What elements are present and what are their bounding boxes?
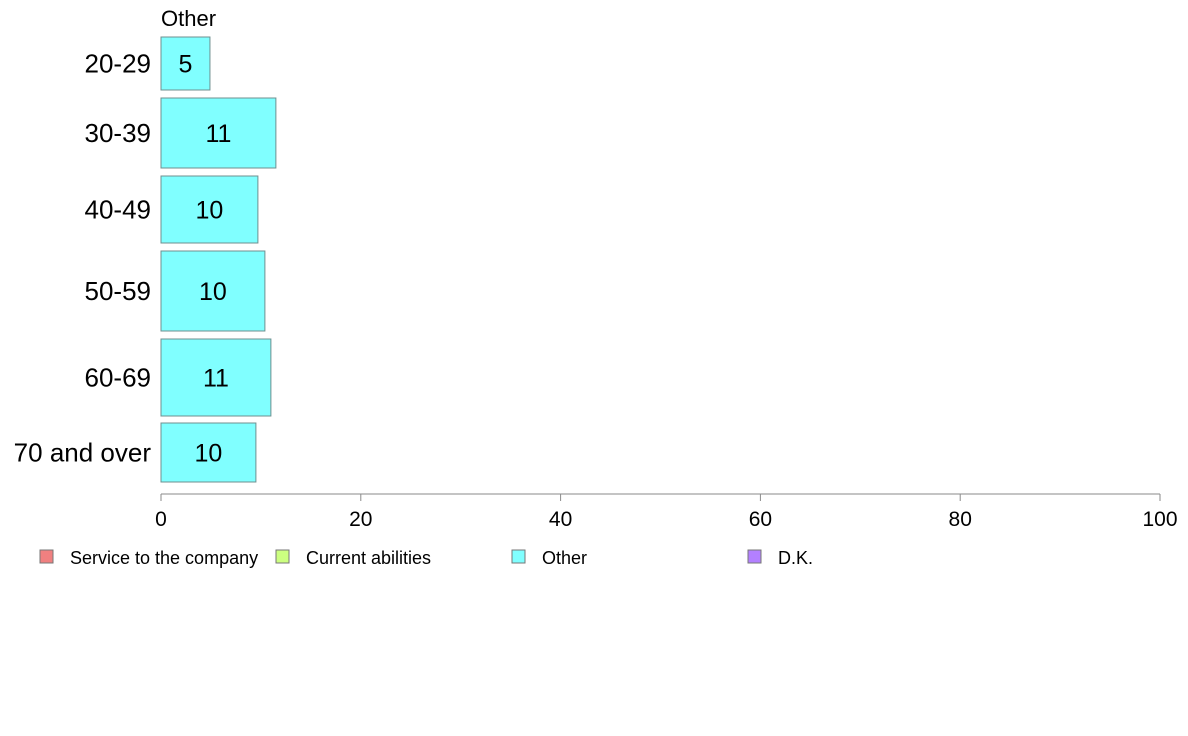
x-tick-label: 20 [349, 508, 372, 531]
panel-title: Other [161, 6, 216, 31]
category-label: 60-69 [85, 363, 152, 393]
x-axis: 0 20 40 60 80 100 [155, 493, 1178, 531]
bars [160, 36, 277, 483]
bar [160, 36, 211, 91]
legend-swatch [39, 549, 54, 564]
legend-swatch [275, 549, 290, 564]
category-label: 50-59 [85, 276, 152, 306]
bar [160, 250, 266, 332]
legend-label: Other [542, 548, 587, 568]
bar [160, 338, 272, 417]
legend-label: Service to the company [70, 548, 258, 568]
bar [160, 175, 259, 244]
legend: Service to the company Current abilities O… [39, 548, 813, 568]
bar-value-label: 10 [195, 440, 223, 468]
bar [160, 97, 277, 169]
legend-swatch [747, 549, 762, 564]
legend-swatch [511, 549, 526, 564]
x-tick-label: 100 [1142, 508, 1177, 531]
category-label: 70 and over [14, 438, 152, 468]
category-labels: 20-29 30-39 40-49 50-59 60-69 70 and over [14, 49, 152, 468]
x-tick-label: 80 [949, 508, 972, 531]
bar-value-label: 5 [179, 51, 193, 79]
category-label: 40-49 [85, 195, 152, 225]
category-label: 20-29 [85, 49, 152, 79]
x-tick-label: 40 [549, 508, 572, 531]
category-label: 30-39 [85, 118, 152, 148]
x-tick-label: 0 [155, 508, 167, 531]
bar-value-labels: 5 11 10 10 11 10 [179, 51, 232, 468]
bar-value-label: 11 [203, 365, 229, 393]
bar-value-label: 10 [199, 278, 227, 306]
bar-value-label: 11 [205, 120, 231, 148]
x-tick-label: 60 [749, 508, 772, 531]
legend-label: Current abilities [306, 548, 431, 568]
bar [160, 422, 257, 483]
bar-value-label: 10 [196, 197, 224, 225]
legend-label: D.K. [778, 548, 813, 568]
